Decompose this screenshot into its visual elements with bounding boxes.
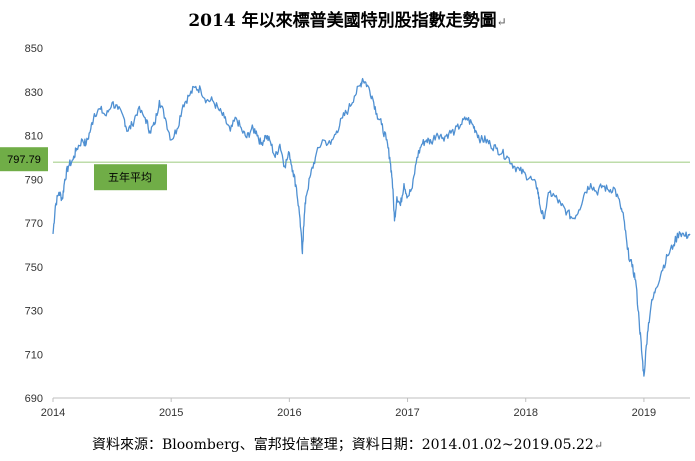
y-tick-label: 850 xyxy=(25,43,43,55)
y-axis-ticks: 850 830 810 790 770 750 730 710 690 xyxy=(25,43,43,405)
paragraph-mark: ↵ xyxy=(496,15,507,29)
series-line xyxy=(52,77,691,377)
reference-value-box xyxy=(0,147,48,172)
x-axis-ticks: 2014 2015 2016 2017 2018 2019 xyxy=(41,398,656,419)
x-tick-label: 2016 xyxy=(277,407,301,419)
reference-value-label: 797.79 xyxy=(0,147,48,172)
y-tick-label: 790 xyxy=(25,174,43,186)
y-tick-label: 770 xyxy=(25,218,43,230)
y-tick-label: 810 xyxy=(25,131,43,143)
paragraph-mark-2: ↵ xyxy=(593,439,604,452)
chart-title-text: 2014 年以來標普美國特別股指數走勢圖 xyxy=(188,11,497,31)
y-tick-label: 830 xyxy=(25,87,43,99)
x-tick-label: 2017 xyxy=(395,407,419,419)
reference-name-label: 五年平均 xyxy=(94,164,167,191)
x-tick-label: 2019 xyxy=(632,407,656,419)
y-tick-label: 750 xyxy=(25,262,43,274)
y-tick-label: 730 xyxy=(25,306,43,318)
reference-name-text: 五年平均 xyxy=(108,170,152,184)
y-tick-label: 710 xyxy=(25,349,43,361)
y-tick-label: 690 xyxy=(25,393,43,405)
source-note: 資料來源：Bloomberg、富邦投信整理；資料日期：2014.01.02~20… xyxy=(0,434,695,454)
x-tick-label: 2015 xyxy=(159,407,183,419)
source-note-text: 資料來源：Bloomberg、富邦投信整理；資料日期：2014.01.02~20… xyxy=(91,437,594,453)
x-tick-label: 2014 xyxy=(41,407,65,419)
reference-value-text: 797.79 xyxy=(7,154,41,166)
chart-title: 2014 年以來標普美國特別股指數走勢圖↵ xyxy=(0,6,695,31)
reference-name-box xyxy=(94,164,167,191)
x-tick-label: 2018 xyxy=(513,407,537,419)
